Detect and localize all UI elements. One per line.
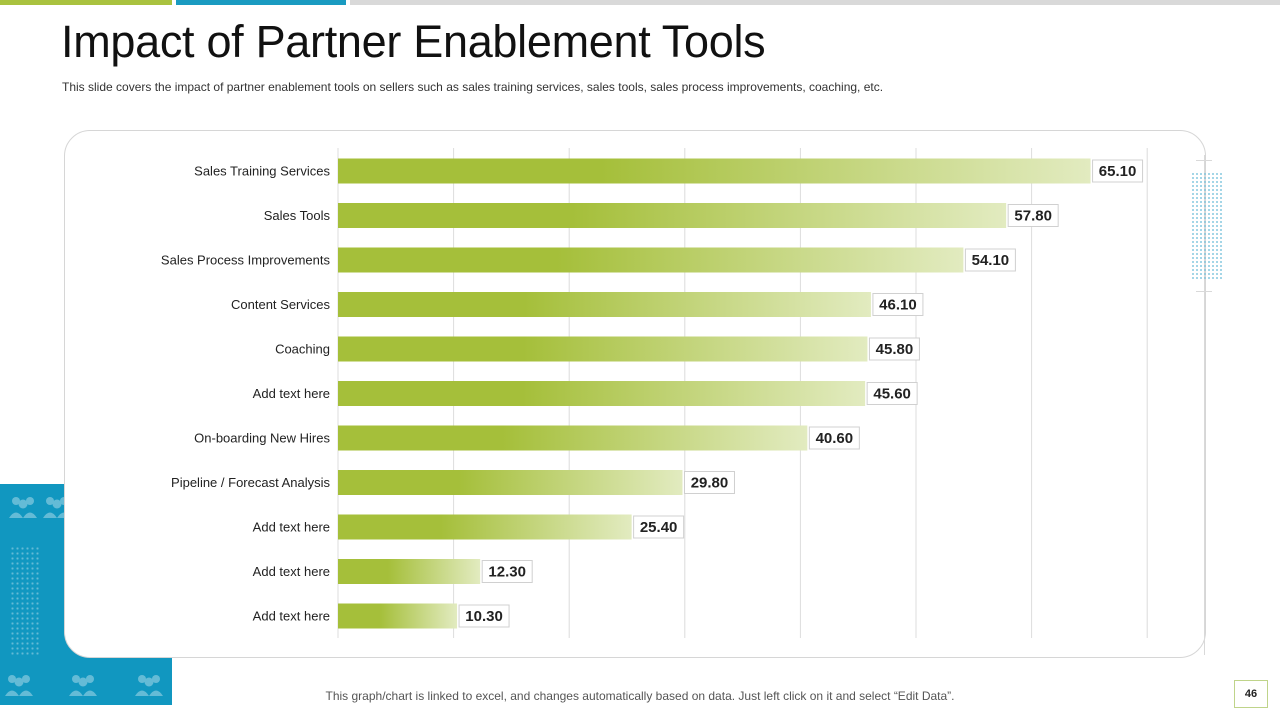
value-label: 45.80	[876, 341, 914, 358]
people-icon	[9, 497, 37, 518]
slide-subtitle: This slide covers the impact of partner …	[62, 80, 884, 94]
value-label-box	[808, 426, 860, 450]
value-label-box	[633, 515, 685, 539]
value-label-box	[458, 604, 510, 628]
top-accent-green	[0, 0, 172, 5]
value-label-box	[868, 337, 920, 361]
people-icon	[5, 675, 33, 696]
value-label-box	[872, 293, 924, 316]
page-number: 46	[1234, 680, 1268, 708]
value-label: 12.30	[488, 564, 526, 581]
value-label-box	[866, 382, 918, 405]
value-label: 57.80	[1014, 208, 1052, 225]
category-label: Pipeline / Forecast Analysis	[171, 475, 330, 490]
top-accent-blue	[176, 0, 346, 5]
bar[interactable]	[338, 514, 632, 540]
value-label: 10.30	[465, 608, 503, 625]
value-label-box	[1007, 204, 1059, 227]
category-label: Coaching	[275, 342, 330, 357]
bar[interactable]	[338, 381, 866, 406]
bar[interactable]	[338, 603, 458, 629]
category-label: Content Services	[231, 297, 330, 312]
value-label-box	[964, 248, 1016, 272]
bar[interactable]	[338, 425, 808, 451]
bar[interactable]	[338, 559, 481, 584]
category-label: On-boarding New Hires	[194, 431, 330, 446]
bar[interactable]	[338, 470, 683, 495]
value-label-box	[1092, 159, 1144, 183]
bar[interactable]	[338, 336, 868, 362]
dot-pattern	[10, 546, 40, 656]
value-label: 65.10	[1099, 163, 1137, 180]
value-label-box	[683, 471, 735, 494]
value-label: 40.60	[816, 430, 854, 447]
category-label: Sales Training Services	[194, 164, 330, 179]
slide-title: Impact of Partner Enablement Tools	[61, 16, 766, 67]
bar[interactable]	[338, 203, 1007, 228]
category-label: Sales Tools	[264, 208, 331, 223]
people-icon	[69, 675, 97, 696]
value-label: 54.10	[972, 252, 1010, 269]
value-label: 46.10	[879, 297, 917, 314]
people-icon	[135, 675, 163, 696]
bar[interactable]	[338, 292, 871, 317]
footer-note: This graph/chart is linked to excel, and…	[325, 689, 955, 703]
top-accent-grey	[350, 0, 1280, 5]
category-label: Add text here	[253, 564, 330, 579]
value-label: 45.60	[873, 386, 911, 403]
bar[interactable]	[338, 247, 964, 273]
category-label: Sales Process Improvements	[161, 253, 331, 268]
side-dot-pattern	[1191, 172, 1223, 280]
category-label: Add text here	[253, 520, 330, 535]
bar[interactable]	[338, 158, 1091, 184]
side-divider-tick	[1196, 291, 1212, 292]
value-label-box	[481, 560, 533, 583]
category-label: Add text here	[253, 609, 330, 624]
value-label: 25.40	[640, 519, 678, 536]
category-label: Add text here	[253, 386, 330, 401]
side-divider-tick	[1196, 160, 1212, 161]
value-label: 29.80	[691, 475, 729, 492]
side-divider	[1204, 155, 1205, 655]
